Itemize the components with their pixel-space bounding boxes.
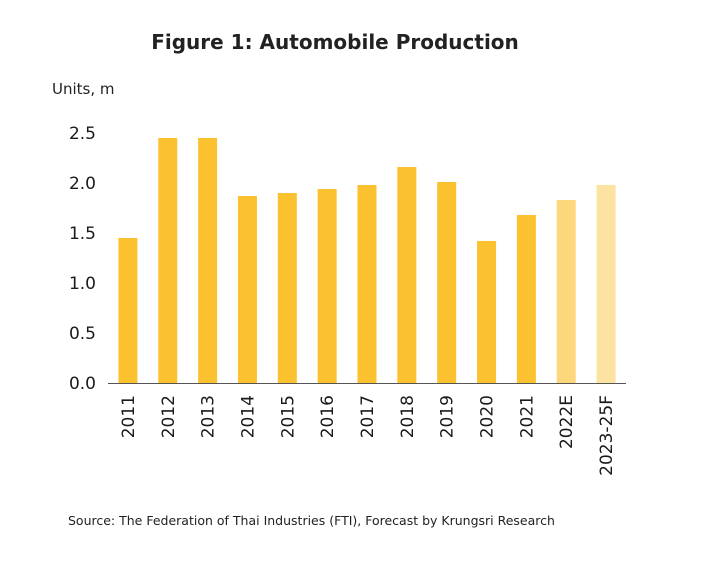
y-axis-ticks: 0.0 0.5 1.0 1.5 2.0 2.5 bbox=[69, 124, 96, 394]
x-tick-label: 2020 bbox=[478, 395, 498, 438]
bar-2015 bbox=[277, 193, 297, 383]
x-tick-label: 2011 bbox=[119, 395, 139, 438]
x-tick-label: 2019 bbox=[438, 395, 458, 438]
x-tick-label: 2018 bbox=[398, 395, 418, 438]
source-note: Source: The Federation of Thai Industrie… bbox=[68, 513, 555, 528]
bar-2022E bbox=[556, 200, 576, 383]
bar-2019 bbox=[437, 182, 457, 383]
x-tick-label: 2012 bbox=[159, 395, 179, 438]
y-axis-label: Units, m bbox=[52, 80, 115, 98]
y-tick-label: 2.5 bbox=[69, 124, 96, 144]
y-tick-label: 1.0 bbox=[69, 274, 96, 294]
bar-2016 bbox=[317, 189, 337, 383]
x-tick-label: 2017 bbox=[358, 395, 378, 438]
bar-2011 bbox=[118, 238, 138, 383]
x-tick-label: 2014 bbox=[238, 395, 258, 438]
bar-2012 bbox=[158, 138, 178, 383]
bar-2020 bbox=[477, 241, 497, 383]
bar-2021 bbox=[516, 215, 536, 383]
bar-2017 bbox=[357, 185, 377, 383]
x-tick-label: 2021 bbox=[517, 395, 537, 438]
bars bbox=[118, 138, 616, 383]
x-axis-ticks: 2011 2012 2013 2014 2015 2016 2017 2018 2019 2020… bbox=[119, 395, 617, 476]
bar-2023-25F bbox=[596, 185, 616, 383]
y-tick-label: 1.5 bbox=[69, 224, 96, 244]
y-tick-label: 0.0 bbox=[69, 374, 96, 394]
y-tick-label: 0.5 bbox=[69, 324, 96, 344]
x-tick-label: 2022E bbox=[557, 395, 577, 449]
x-tick-label: 2023-25F bbox=[597, 395, 617, 476]
bar-2013 bbox=[198, 138, 218, 383]
x-tick-label: 2015 bbox=[278, 395, 298, 438]
chart-title: Figure 1: Automobile Production bbox=[151, 30, 519, 54]
x-tick-label: 2013 bbox=[199, 395, 219, 438]
bar-2014 bbox=[237, 196, 257, 383]
x-tick-label: 2016 bbox=[318, 395, 338, 438]
y-tick-label: 2.0 bbox=[69, 174, 96, 194]
bar-2018 bbox=[397, 167, 417, 383]
